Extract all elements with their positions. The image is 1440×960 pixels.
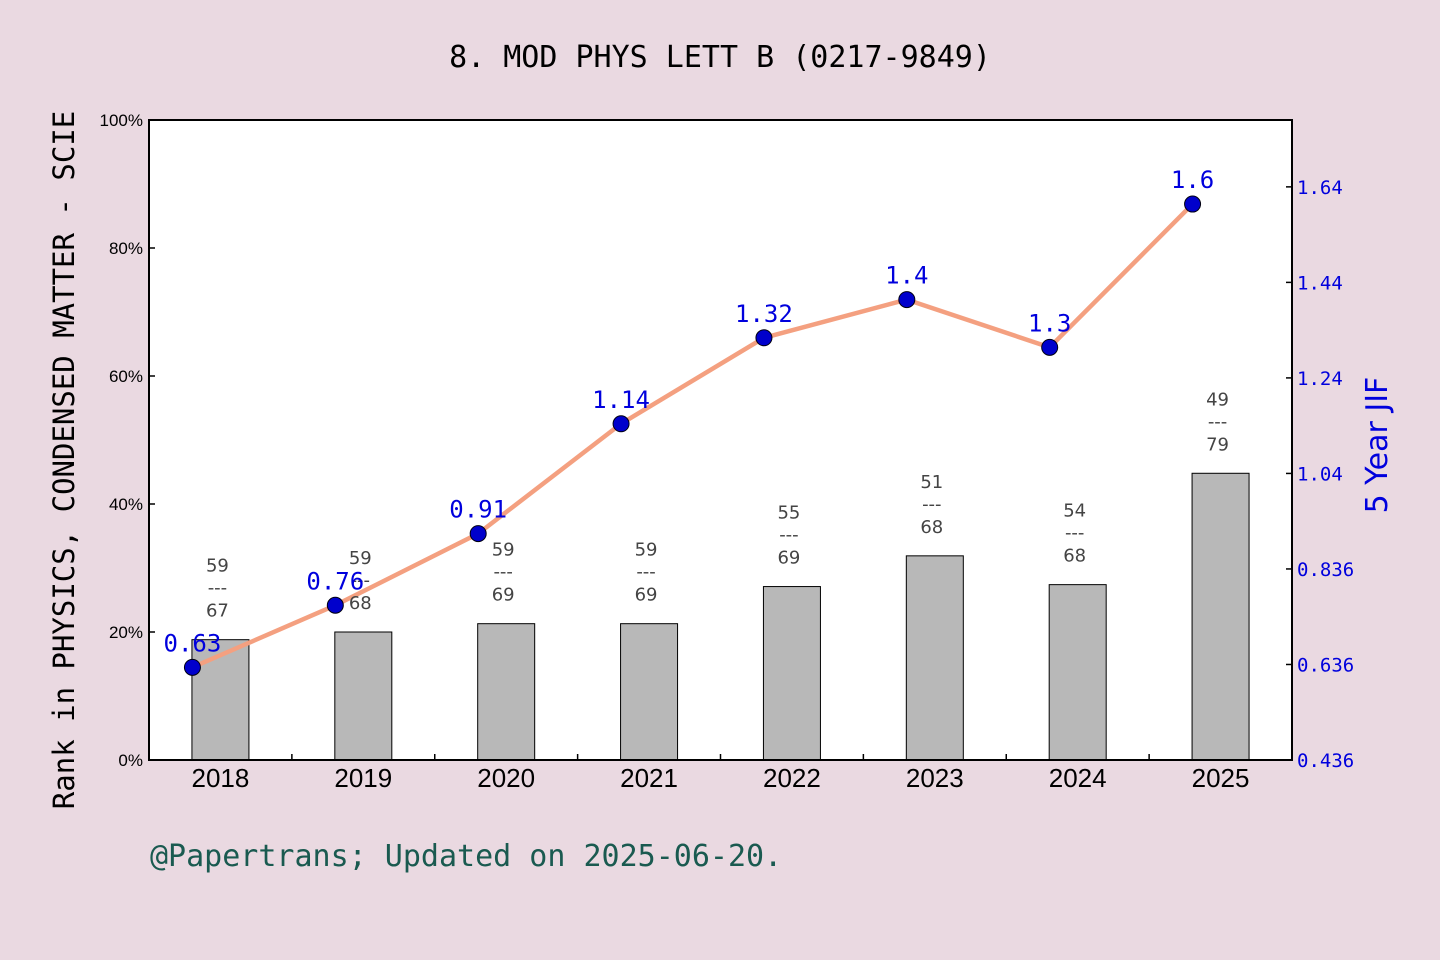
x-axis: 2018 2019 2020 2021 2022 2023 2024 2025 <box>192 754 1250 793</box>
jif-point-2019 <box>326 596 344 614</box>
rank-total: 79 <box>1206 434 1229 455</box>
rank-total: 67 <box>206 601 229 622</box>
jif-value-label-2019: 0.76 <box>306 567 364 595</box>
bar-2018 <box>191 639 250 761</box>
jif-value-label-2021: 1.14 <box>592 386 650 414</box>
jif-point-2022 <box>755 329 773 347</box>
x-tick-label-2024: 2024 <box>1049 763 1107 793</box>
rank-separator: --- <box>922 494 942 515</box>
y2-tick-label: 0.636 <box>1297 654 1354 676</box>
jif-value-label-2024: 1.3 <box>1028 309 1071 337</box>
plot-area <box>149 120 1292 760</box>
bar-2024 <box>1048 584 1107 761</box>
jif-point-2018 <box>183 658 201 676</box>
jif-value-label-2023: 1.4 <box>885 262 928 290</box>
chart-title: 8. MOD PHYS LETT B (0217-9849) <box>449 40 991 75</box>
rank-separator: --- <box>1208 411 1228 432</box>
y-tick-label: 40% <box>109 495 143 514</box>
y2-tick-label: 1.64 <box>1297 177 1343 199</box>
rank-separator: --- <box>208 578 228 599</box>
jif-line <box>191 202 1195 670</box>
rank-value: 54 <box>1063 501 1086 522</box>
left-axis: 0% 20% 40% 60% 80% 100% <box>100 111 155 770</box>
y2-tick-label: 1.44 <box>1297 272 1343 294</box>
rank-value: 49 <box>1206 389 1229 410</box>
bar-2022 <box>762 586 821 761</box>
jif-point-2024 <box>1041 338 1059 356</box>
y-tick-label: 60% <box>109 367 143 386</box>
rank-ratio-labels: 59---6759---6859---6959---6955---6951---… <box>206 389 1229 621</box>
bar-2025 <box>1191 472 1250 761</box>
y2-axis-label: 5 Year JIF <box>1360 377 1395 514</box>
x-tick-label-2018: 2018 <box>192 763 250 793</box>
rank-value: 59 <box>492 540 515 561</box>
rank-separator: --- <box>636 562 656 583</box>
bar-2020 <box>477 623 536 761</box>
rank-value: 59 <box>206 556 229 577</box>
rank-value: 55 <box>777 503 800 524</box>
rank-total: 69 <box>635 585 658 606</box>
x-tick-label-2021: 2021 <box>620 763 678 793</box>
jif-value-label-2020: 0.91 <box>449 496 507 524</box>
y-tick-label: 100% <box>100 111 143 130</box>
x-tick-label-2022: 2022 <box>763 763 821 793</box>
x-tick-label-2019: 2019 <box>334 763 392 793</box>
rank-separator: --- <box>493 562 513 583</box>
bars-layer <box>191 472 1250 761</box>
rank-total: 68 <box>1063 546 1086 567</box>
y-axis-label: Rank in PHYSICS, CONDENSED MATTER - SCIE <box>47 111 81 809</box>
y2-tick-label: 1.04 <box>1297 463 1343 485</box>
bar-2019 <box>334 631 393 761</box>
rank-separator: --- <box>1065 523 1085 544</box>
jif-value-label-2018: 0.63 <box>164 629 222 657</box>
rank-value: 59 <box>349 548 372 569</box>
y-tick-label: 0% <box>118 751 143 770</box>
jif-value-label-2025: 1.6 <box>1171 166 1214 194</box>
rank-separator: --- <box>779 525 799 546</box>
bar-2023 <box>905 555 964 761</box>
jif-point-2020 <box>469 525 487 543</box>
x-tick-label-2020: 2020 <box>477 763 535 793</box>
jif-value-labels: 0.63 0.76 0.91 1.14 1.32 1.4 1.3 1.6 <box>164 166 1215 657</box>
footer-note: @Papertrans; Updated on 2025-06-20. <box>150 839 782 874</box>
rank-total: 69 <box>492 585 515 606</box>
jif-line-layer <box>183 195 1202 676</box>
jif-point-2025 <box>1184 195 1202 213</box>
y-tick-label: 80% <box>109 239 143 258</box>
y-tick-label: 20% <box>109 623 143 642</box>
rank-separator: --- <box>351 570 371 591</box>
y2-tick-label: 0.836 <box>1297 559 1354 581</box>
bar-2021 <box>620 623 679 761</box>
jif-point-2021 <box>612 415 630 433</box>
jif-value-label-2022: 1.32 <box>735 300 793 328</box>
rank-value: 51 <box>920 472 943 493</box>
rank-total: 68 <box>349 593 372 614</box>
rank-total: 69 <box>777 548 800 569</box>
x-tick-label-2025: 2025 <box>1192 763 1250 793</box>
rank-value: 59 <box>635 540 658 561</box>
jif-point-2023 <box>898 291 916 309</box>
rank-total: 68 <box>920 517 943 538</box>
y2-tick-label: 0.436 <box>1297 750 1354 772</box>
right-axis: 0.436 0.636 0.836 1.04 1.24 1.44 1.64 <box>1286 177 1354 772</box>
x-tick-label-2023: 2023 <box>906 763 964 793</box>
y2-tick-label: 1.24 <box>1297 368 1343 390</box>
